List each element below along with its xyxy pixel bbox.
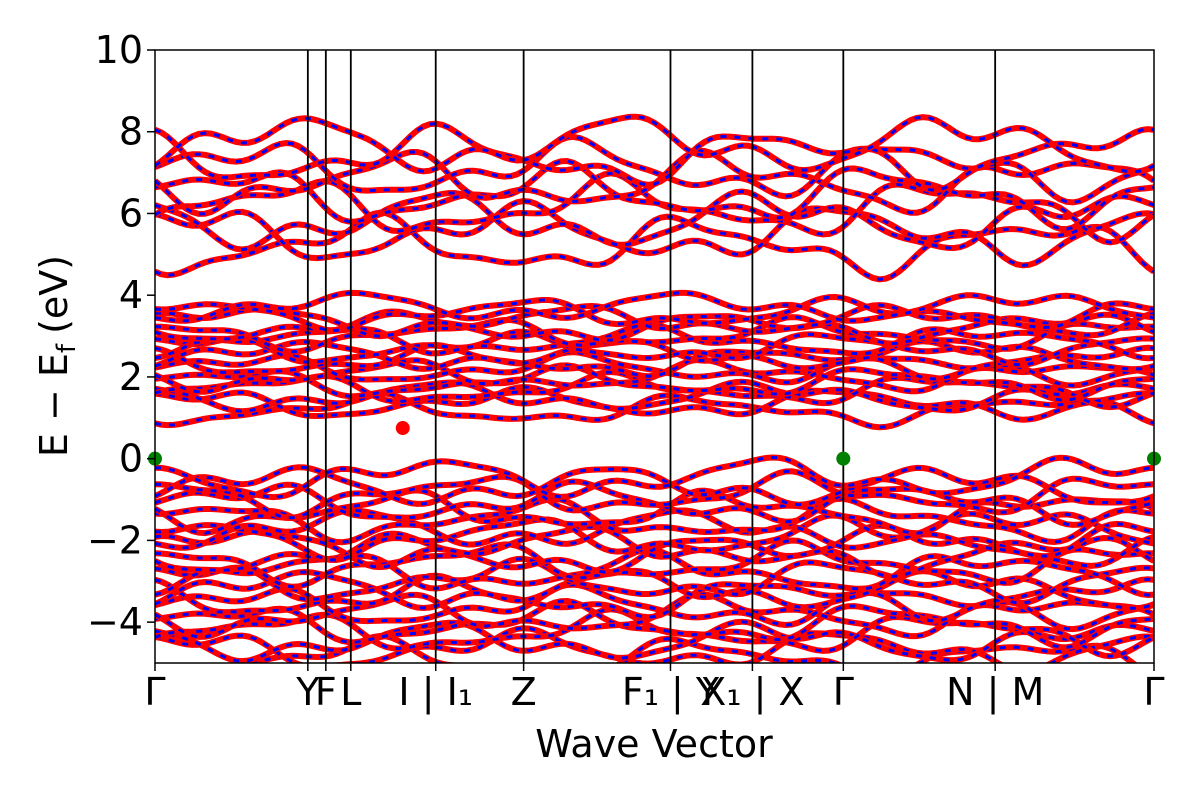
conduction-low-band-blue (155, 385, 1154, 422)
y-axis-label-unit: (eV) (32, 255, 76, 334)
conduction-high-band-blue (155, 211, 1154, 281)
y-axis-label-main: E − E (32, 353, 76, 457)
valence-band-blue (155, 574, 1154, 623)
x-tick-label: X₁ | X (700, 670, 804, 715)
conduction-high-band-blue (155, 115, 1154, 174)
conduction-high-band-blue (155, 199, 1154, 267)
valence-band-blue (155, 538, 1154, 589)
valence-band-blue (155, 465, 1154, 507)
valence-band-blue (155, 626, 1154, 663)
x-tick-label: Γ (1143, 670, 1164, 714)
valence-band-blue (155, 513, 1154, 562)
conduction-high-band-blue (155, 122, 1154, 192)
conduction-low-band-blue (155, 295, 1154, 332)
y-tick-label: 0 (119, 437, 143, 481)
band-lines (155, 113, 1154, 663)
conduction-low-band-blue (155, 391, 1154, 429)
valence-band-blue (155, 524, 1154, 569)
x-tick-label: Γ (144, 670, 165, 714)
valence-band-blue (155, 557, 1154, 605)
y-tick-label: 4 (119, 273, 143, 317)
conduction-low-band-blue (155, 315, 1154, 354)
valence-band-blue (155, 488, 1154, 535)
conduction-low-band-blue (155, 363, 1154, 402)
y-axis-label: E − Ef (eV) (32, 255, 82, 457)
y-tick-label: 10 (95, 28, 143, 72)
x-tick-label: Z (511, 670, 537, 714)
x-axis-label: Wave Vector (535, 722, 773, 766)
band-edge-markers (148, 421, 1161, 466)
conduction-low-band-blue (155, 303, 1154, 338)
x-tick-label: I | I₁ (398, 670, 473, 715)
valence-band-blue (155, 497, 1154, 544)
x-tick-label: L (340, 670, 361, 714)
y-tick-label: 6 (119, 191, 143, 235)
conduction-low-band-blue (155, 291, 1154, 323)
x-tick-label: F₁ | Y (622, 670, 720, 715)
x-tick-label: F (315, 670, 337, 714)
band-edge-marker (836, 451, 851, 466)
x-tick-label: Y (295, 670, 320, 714)
conduction-low-band-blue (155, 343, 1154, 381)
high-symmetry-lines (306, 50, 997, 663)
y-tick-label: 2 (119, 355, 143, 399)
y-axis-label-subscript: f (52, 343, 82, 353)
y-tick-label: −2 (87, 518, 143, 562)
plot-frame (154, 49, 1155, 664)
x-tick-label: Γ (833, 670, 854, 714)
valence-band-blue (155, 620, 1154, 663)
y-tick-label: −4 (87, 600, 143, 644)
band-edge-marker (395, 421, 410, 436)
conduction-high-band-blue (155, 135, 1154, 204)
conduction-low-band-blue (155, 330, 1154, 367)
conduction-low-band-blue (155, 380, 1154, 413)
x-ticks: Γ YF L I | I₁ Z F₁ | YX₁ | X Γ N | M Γ (144, 663, 1165, 715)
y-tick-label: 8 (119, 110, 143, 154)
x-tick-label: N | M (946, 670, 1044, 715)
valence-band-blue (155, 455, 1154, 499)
y-ticks: −4 −2 0 2 4 6 8 10 (87, 28, 155, 644)
conduction-high-band-blue (155, 159, 1154, 231)
conduction-high-band-blue (155, 189, 1154, 252)
valence-band-blue (155, 599, 1154, 649)
valence-band-blue (155, 469, 1154, 520)
